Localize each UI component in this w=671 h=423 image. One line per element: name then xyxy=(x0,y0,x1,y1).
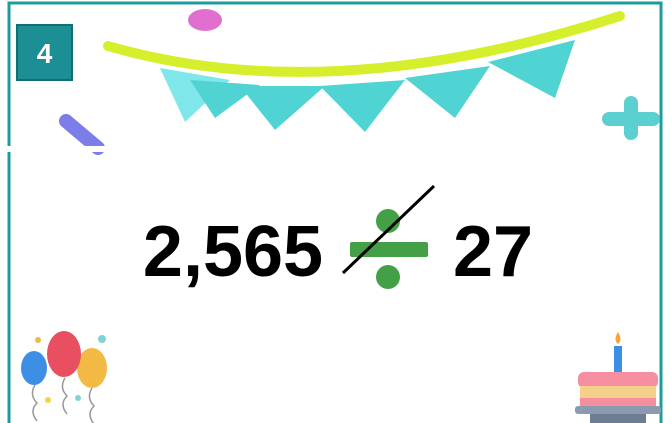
confetti xyxy=(188,9,222,31)
slide: 4 2,565 27 xyxy=(0,0,671,423)
mask xyxy=(0,146,120,152)
page: 4 2,565 27 xyxy=(0,0,671,423)
badge-number: 4 xyxy=(37,38,53,69)
divisor: 27 xyxy=(453,212,533,292)
dividend: 2,565 xyxy=(143,212,323,292)
